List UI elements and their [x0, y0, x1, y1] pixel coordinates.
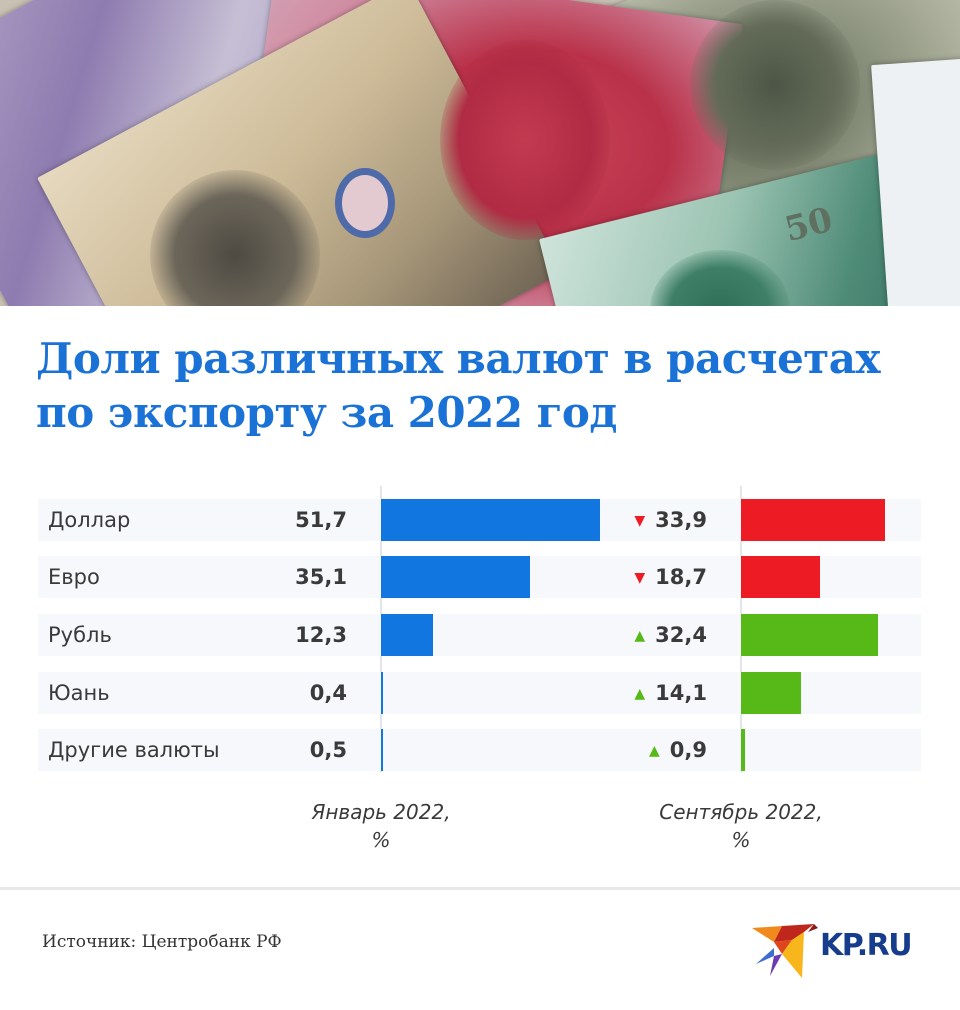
- header-photo-banknotes: 50: [0, 0, 960, 306]
- september-bar: [741, 556, 821, 598]
- triangle-down-icon: ▼: [634, 570, 646, 586]
- title-line-1: Доли различных валют в расчетах: [36, 334, 881, 383]
- triangle-up-icon: ▲: [634, 686, 646, 702]
- portrait-beige: [150, 170, 320, 306]
- january-bar: [381, 556, 530, 598]
- chart-row: Другие валюты 0,5 ▲ 0,9: [38, 729, 921, 771]
- september-number: 0,9: [669, 738, 707, 762]
- chart-row: Рубль 12,3 ▲ 32,4: [38, 614, 921, 656]
- currency-label: Евро: [48, 565, 100, 589]
- september-bar: [741, 614, 879, 656]
- september-number: 14,1: [655, 681, 707, 705]
- chart-row: Доллар 51,7 ▼ 33,9: [38, 499, 921, 541]
- caption-september-line2: %: [731, 828, 751, 852]
- logo-text: KP.RU: [820, 928, 913, 963]
- caption-january-line1: Январь 2022,: [311, 800, 451, 824]
- september-bar: [741, 499, 885, 541]
- january-value: 51,7: [295, 508, 347, 532]
- january-bar: [381, 499, 601, 541]
- swallow-bird-icon: [752, 924, 818, 978]
- september-value: ▲ 14,1: [634, 672, 707, 715]
- september-value: ▼ 18,7: [634, 556, 707, 599]
- triangle-down-icon: ▼: [634, 513, 646, 529]
- portrait-red: [440, 40, 610, 240]
- footer-divider: [0, 887, 960, 890]
- september-value: ▲ 32,4: [634, 614, 707, 657]
- banknote-seal: [335, 168, 395, 238]
- bar-chart: Доллар 51,7 ▼ 33,9 Евро 35,1 ▼ 18,7 Рубль 12,3 ▲ 32…: [0, 486, 960, 786]
- caption-september: Сентябрь 2022, %: [641, 798, 841, 854]
- september-number: 18,7: [655, 565, 707, 589]
- currency-label: Рубль: [48, 623, 112, 647]
- paper-edge: [871, 55, 960, 306]
- caption-january-line2: %: [371, 828, 391, 852]
- september-bar: [741, 672, 801, 714]
- title-line-2: по экспорту за 2022 год: [36, 388, 617, 437]
- caption-september-line1: Сентябрь 2022,: [659, 800, 823, 824]
- september-value: ▲ 0,9: [649, 729, 707, 772]
- currency-label: Доллар: [48, 508, 131, 532]
- september-value: ▼ 33,9: [634, 499, 707, 542]
- january-value: 35,1: [295, 565, 347, 589]
- september-bar: [741, 729, 745, 771]
- source-note: Источник: Центробанк РФ: [42, 932, 282, 952]
- january-bar: [381, 672, 383, 714]
- january-value: 0,4: [309, 681, 347, 705]
- september-number: 32,4: [655, 623, 707, 647]
- january-value: 0,5: [309, 738, 347, 762]
- january-bar: [381, 614, 434, 656]
- triangle-up-icon: ▲: [634, 628, 646, 644]
- kp-ru-logo[interactable]: KP.RU: [752, 920, 927, 982]
- portrait-olive: [690, 0, 860, 170]
- september-number: 33,9: [655, 508, 707, 532]
- chart-row: Евро 35,1 ▼ 18,7: [38, 556, 921, 598]
- currency-label: Другие валюты: [48, 738, 220, 762]
- caption-january: Январь 2022, %: [281, 798, 481, 854]
- currency-label: Юань: [48, 681, 110, 705]
- january-bar: [381, 729, 384, 771]
- chart-row: Юань 0,4 ▲ 14,1: [38, 672, 921, 714]
- triangle-up-icon: ▲: [649, 743, 660, 759]
- january-value: 12,3: [295, 623, 347, 647]
- chart-title: Доли различных валют в расчетах по экспо…: [36, 332, 936, 440]
